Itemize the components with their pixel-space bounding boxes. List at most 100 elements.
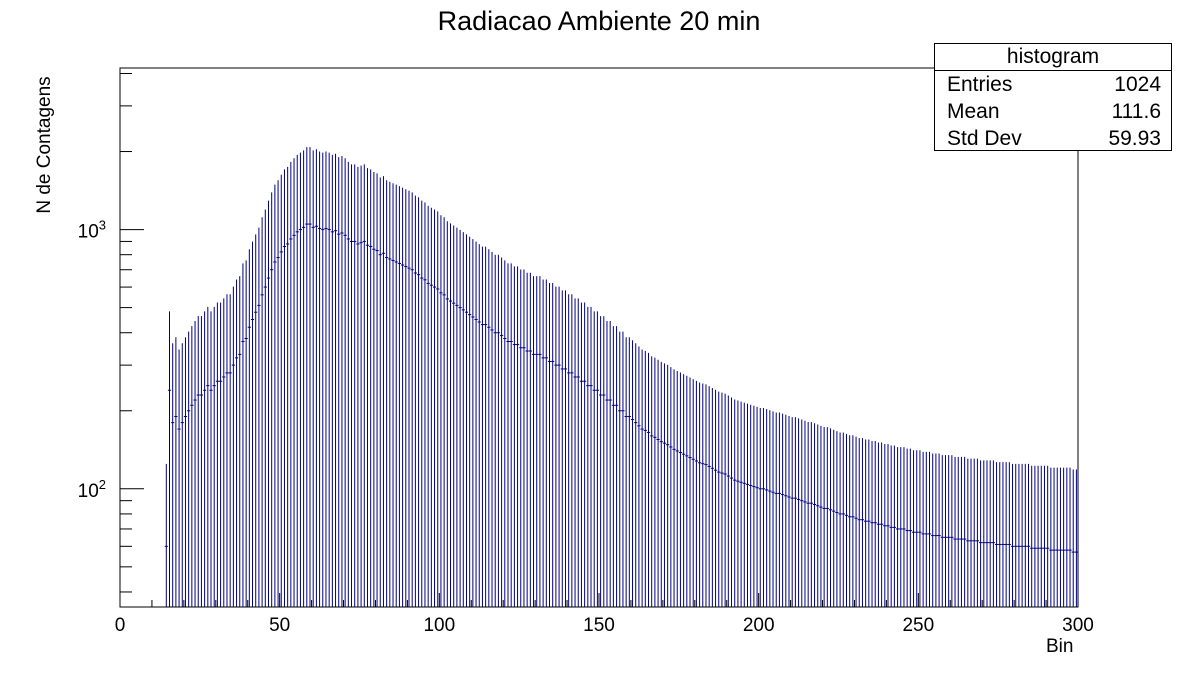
- histogram-bin: [720, 392, 724, 607]
- histogram-bin: [515, 266, 520, 607]
- histogram-bin: [385, 180, 389, 607]
- histogram-bin: [397, 186, 402, 607]
- histogram-bin: [825, 427, 829, 607]
- histogram-bin: [455, 227, 459, 607]
- histogram-bin: [225, 294, 229, 607]
- histogram-bin: [586, 306, 590, 607]
- histogram-bin: [618, 331, 622, 607]
- histogram-bin: [844, 433, 849, 607]
- histogram-bin: [295, 154, 299, 607]
- histogram-bin: [787, 415, 791, 607]
- histogram-bin: [646, 352, 651, 607]
- histogram-bin: [758, 407, 762, 607]
- y-tick-label: 102: [78, 477, 106, 502]
- histogram-bin: [621, 331, 625, 607]
- histogram-bin: [739, 401, 743, 607]
- histogram-bin: [777, 412, 782, 607]
- histogram-bin: [576, 298, 580, 607]
- histogram-bin: [314, 149, 318, 607]
- histogram-bin: [806, 422, 810, 607]
- histogram-bin: [579, 302, 584, 607]
- histogram-bin: [710, 387, 714, 607]
- histogram-bin: [203, 311, 207, 607]
- histogram-bin: [838, 432, 842, 607]
- histogram-bin: [796, 418, 801, 607]
- histogram-bin: [1014, 463, 1018, 607]
- histogram-bin: [372, 172, 376, 607]
- histogram-bin: [388, 181, 392, 607]
- histogram-bin: [365, 168, 370, 607]
- histogram-bin: [270, 192, 274, 607]
- histogram-bin: [247, 249, 251, 607]
- histogram-bin: [321, 152, 325, 607]
- histogram-bin: [353, 164, 357, 607]
- histogram-bin: [694, 380, 698, 607]
- histogram-bin: [841, 432, 845, 607]
- histogram-bin: [401, 187, 405, 607]
- histogram-bin: [356, 166, 360, 607]
- x-tick-label: 50: [269, 615, 290, 636]
- histogram-bin: [854, 436, 858, 607]
- histogram-bin: [873, 440, 877, 607]
- histogram-bin: [349, 164, 354, 607]
- histogram-bin: [535, 276, 539, 607]
- histogram-bin: [1010, 463, 1015, 607]
- histogram-bin: [333, 153, 338, 607]
- histogram-bin: [503, 260, 507, 607]
- histogram-bin: [381, 176, 386, 607]
- histogram-bin: [682, 374, 686, 607]
- histogram-bin: [298, 152, 303, 607]
- histogram-bin: [822, 427, 826, 607]
- histogram-bin: [883, 443, 887, 607]
- histogram-bin: [768, 410, 772, 607]
- histogram-bin: [761, 407, 766, 607]
- histogram-bin: [880, 442, 884, 607]
- histogram-bin: [656, 359, 660, 607]
- histogram-bin: [688, 377, 692, 607]
- histogram-bin: [1062, 467, 1066, 607]
- histogram-bin: [573, 298, 577, 607]
- histogram-bin: [164, 463, 168, 607]
- histogram-bins: [164, 147, 1078, 607]
- histogram-bin: [512, 266, 516, 607]
- histogram-bin: [257, 227, 261, 607]
- histogram-bin: [212, 306, 216, 607]
- histogram-bin: [500, 257, 504, 607]
- histogram-bin: [436, 211, 440, 607]
- histogram-bin: [994, 462, 999, 607]
- histogram-bin: [918, 450, 922, 607]
- histogram-bin: [991, 460, 995, 607]
- histogram-bin: [701, 383, 705, 607]
- histogram-bin: [359, 165, 363, 607]
- histogram-bin: [800, 419, 804, 607]
- histogram-bin: [950, 455, 954, 607]
- histogram-bin: [570, 294, 574, 607]
- histogram-bin: [286, 166, 290, 607]
- histogram-bin: [487, 249, 491, 607]
- histogram-bin: [305, 147, 309, 607]
- histogram-bin: [471, 239, 475, 607]
- histogram-bin: [1065, 467, 1069, 607]
- histogram-bin: [583, 302, 587, 607]
- histogram-bin: [180, 343, 184, 607]
- histogram-bin: [346, 161, 350, 607]
- histogram-bin: [420, 200, 424, 607]
- histogram-bin: [605, 321, 609, 607]
- histogram-bin: [927, 451, 932, 607]
- stats-box-title: histogram: [935, 44, 1171, 71]
- histogram-bin: [557, 286, 561, 607]
- histogram-bin: [1004, 462, 1008, 607]
- histogram-bin: [1023, 463, 1027, 607]
- histogram-bin: [653, 357, 657, 607]
- histogram-bin: [599, 316, 603, 607]
- histogram-bin: [934, 453, 938, 607]
- histogram-bin: [231, 286, 235, 607]
- histogram-bin: [1074, 469, 1078, 607]
- stats-value-entries: 1024: [1114, 73, 1161, 96]
- histogram-bin: [378, 177, 382, 607]
- histogram-bin: [835, 431, 839, 607]
- histogram-bin: [669, 367, 673, 607]
- histogram-bin: [337, 157, 341, 607]
- histogram-bin: [905, 448, 909, 607]
- histogram-bin: [860, 438, 865, 607]
